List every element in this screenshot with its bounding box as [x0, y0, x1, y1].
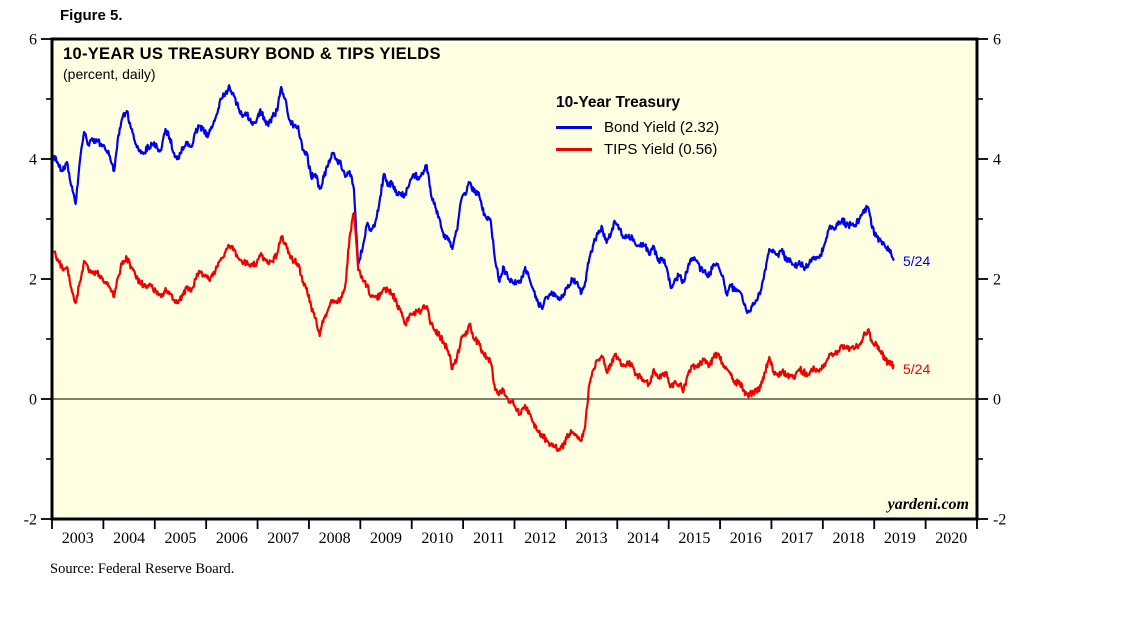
legend-item-tips-yield: TIPS Yield (0.56): [556, 138, 719, 160]
legend-heading: 10-Year Treasury: [556, 94, 681, 111]
x-axis-year-label: 2018: [833, 530, 865, 547]
y-axis-label-left: 0: [29, 392, 37, 409]
x-axis-year-label: 2017: [781, 530, 813, 547]
tips-last-date-annotation: 5/24: [903, 361, 931, 377]
y-axis-label-left: 6: [29, 32, 37, 49]
x-axis-year-label: 2016: [730, 530, 762, 547]
x-axis-year-label: 2009: [370, 530, 402, 547]
x-axis-year-label: 2020: [935, 530, 967, 547]
y-axis-label-right: 6: [993, 32, 1001, 49]
yardeni-watermark: yardeni.com: [887, 496, 969, 513]
series-line-tips: [53, 211, 895, 452]
plot-frame: [50, 37, 979, 521]
x-axis-year-label: 2019: [884, 530, 916, 547]
x-axis-year-label: 2004: [113, 530, 145, 547]
series-line-bond: [53, 84, 895, 315]
legend-label-bond-yield: Bond Yield (2.32): [604, 118, 720, 136]
y-axis-label-right: 4: [993, 152, 1001, 169]
legend-label-tips-yield: TIPS Yield (0.56): [604, 140, 718, 158]
bond-last-date-annotation: 5/24: [903, 253, 931, 269]
x-axis-year-label: 2012: [524, 530, 556, 547]
chart-title: 10-YEAR US TREASURY BOND & TIPS YIELDS: [63, 45, 441, 63]
x-axis-year-label: 2015: [678, 530, 710, 547]
figure-label: Figure 5.: [60, 7, 123, 24]
source-note: Source: Federal Reserve Board.: [50, 561, 235, 577]
y-axis-label-right: 0: [993, 392, 1001, 409]
y-axis-label-right: 2: [993, 272, 1001, 289]
y-axis-label-left: 4: [29, 152, 37, 169]
x-axis-year-label: 2007: [267, 530, 299, 547]
chart-subtitle: (percent, daily): [63, 66, 156, 82]
x-axis-year-label: 2006: [216, 530, 248, 547]
y-axis-label-right: -2: [993, 512, 1006, 529]
x-axis-year-label: 2003: [62, 530, 94, 547]
tips-line-swatch-icon: [556, 147, 592, 151]
bond-line-swatch-icon: [556, 125, 592, 129]
x-axis-year-label: 2013: [576, 530, 608, 547]
y-axis-label-left: 2: [29, 272, 37, 289]
x-axis-year-label: 2005: [164, 530, 196, 547]
legend-item-bond-yield: Bond Yield (2.32): [556, 116, 719, 138]
legend: 10-Year Treasury Bond Yield (2.32) TIPS …: [556, 94, 719, 160]
y-axis-label-left: -2: [24, 512, 37, 529]
x-axis-year-label: 2008: [319, 530, 351, 547]
x-axis-year-label: 2011: [473, 530, 504, 547]
x-axis-year-label: 2014: [627, 530, 659, 547]
x-axis-year-label: 2010: [421, 530, 453, 547]
